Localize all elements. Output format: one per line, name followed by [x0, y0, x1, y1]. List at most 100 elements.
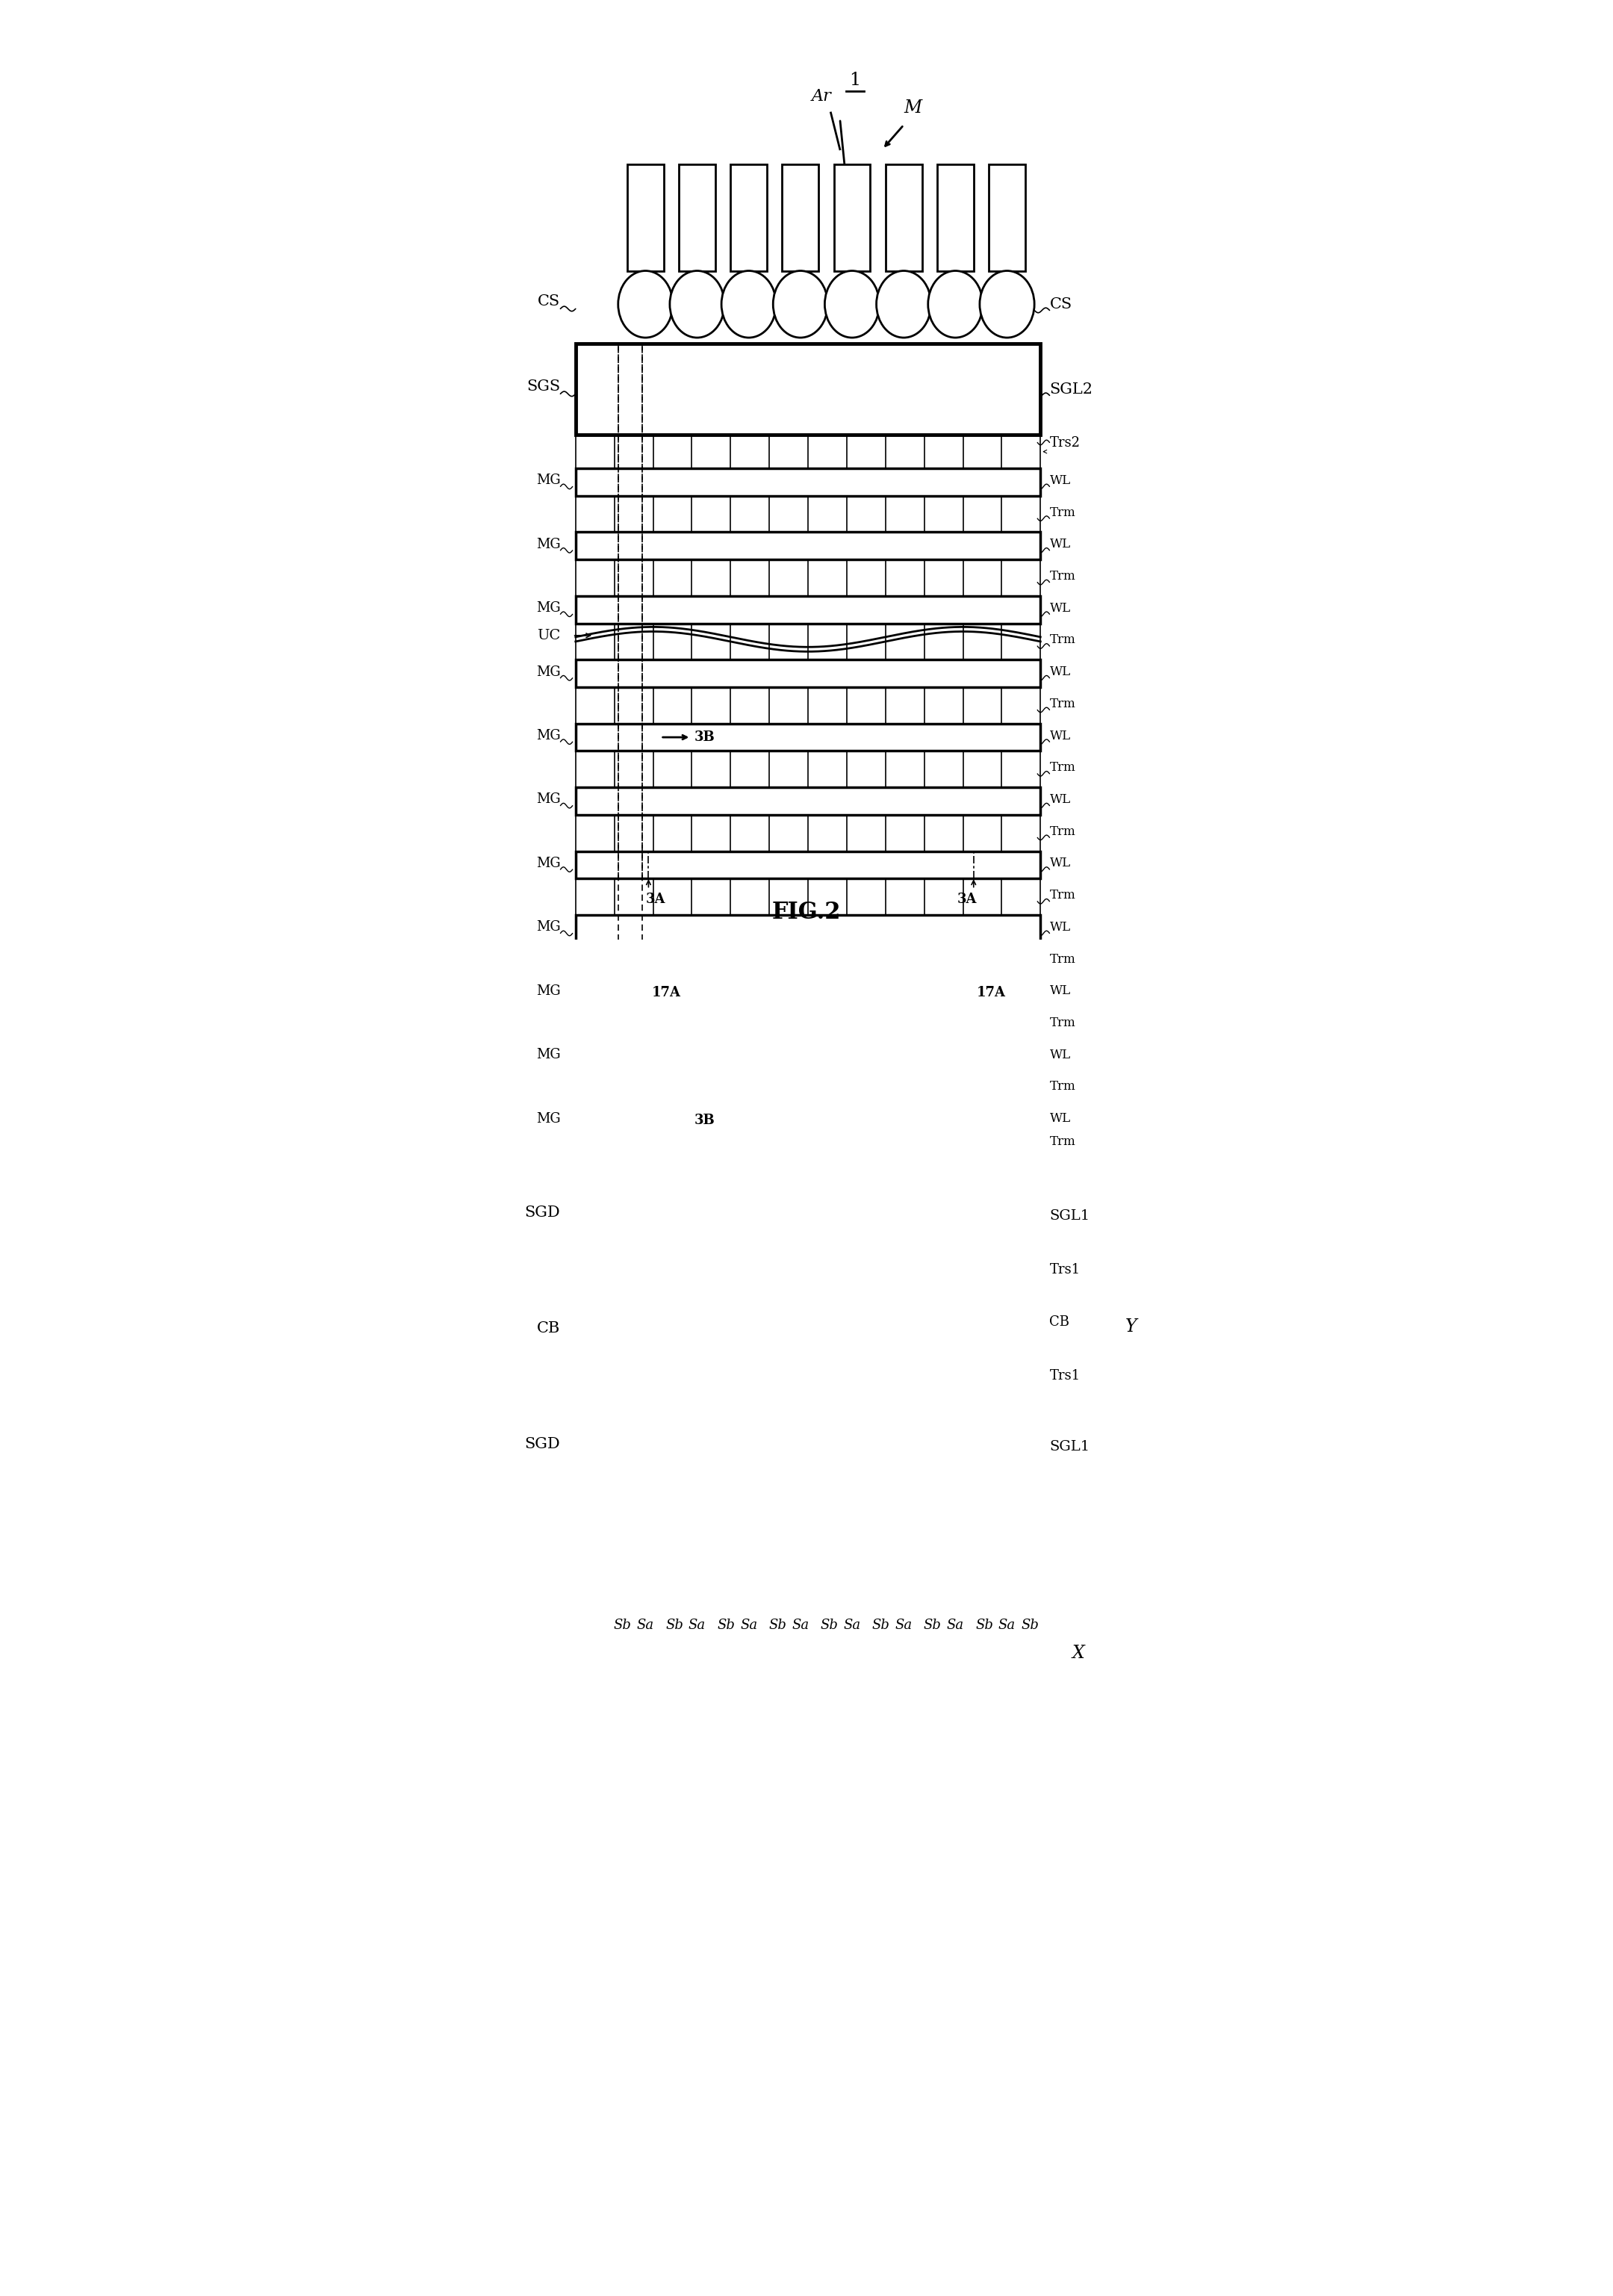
- Text: Sb: Sb: [924, 1619, 942, 1632]
- Text: Sa: Sa: [947, 1619, 965, 1632]
- Text: Trm: Trm: [1050, 698, 1076, 709]
- Text: MG: MG: [536, 730, 560, 742]
- Text: SGL1: SGL1: [1050, 1440, 1090, 1453]
- Text: 1: 1: [850, 71, 861, 90]
- Text: 17A: 17A: [976, 985, 1007, 999]
- Text: Sb: Sb: [769, 1619, 787, 1632]
- Ellipse shape: [773, 1297, 827, 1364]
- Text: CS: CS: [537, 294, 560, 308]
- Text: WL: WL: [1050, 921, 1071, 934]
- Bar: [886, 165, 923, 271]
- Bar: [576, 788, 1040, 815]
- Text: Sa: Sa: [637, 1619, 655, 1632]
- Text: MG: MG: [536, 537, 560, 551]
- Text: FIG.2: FIG.2: [773, 900, 840, 925]
- Bar: [576, 978, 1040, 1006]
- Bar: [834, 165, 871, 271]
- Bar: [937, 1492, 974, 1568]
- Bar: [782, 1492, 819, 1568]
- Text: Sb: Sb: [873, 1619, 890, 1632]
- Bar: [576, 659, 1040, 687]
- Bar: [886, 1492, 923, 1568]
- Ellipse shape: [618, 271, 673, 338]
- Bar: [576, 852, 1040, 879]
- Text: MG: MG: [536, 666, 560, 680]
- Text: Trm: Trm: [1050, 889, 1076, 902]
- Text: CS: CS: [1050, 296, 1073, 312]
- Text: Sa: Sa: [895, 1619, 913, 1632]
- Bar: [989, 165, 1026, 271]
- Bar: [627, 165, 663, 271]
- Bar: [576, 1042, 1040, 1070]
- Text: SGD: SGD: [524, 1437, 560, 1451]
- Bar: [576, 533, 1040, 560]
- Bar: [576, 1107, 1040, 1134]
- Text: MG: MG: [536, 602, 560, 615]
- Text: WL: WL: [1050, 1111, 1071, 1125]
- Text: CB: CB: [1050, 1316, 1069, 1329]
- Ellipse shape: [876, 271, 931, 338]
- Text: Y: Y: [1126, 1318, 1137, 1336]
- Text: 3A: 3A: [645, 893, 665, 905]
- Text: Trm: Trm: [1050, 1017, 1076, 1029]
- Text: WL: WL: [1050, 985, 1071, 996]
- Bar: [782, 165, 819, 271]
- Text: SGL2: SGL2: [1050, 381, 1094, 397]
- Ellipse shape: [927, 271, 982, 338]
- Text: MG: MG: [536, 792, 560, 806]
- Text: Trm: Trm: [1050, 634, 1076, 647]
- Text: Sa: Sa: [998, 1619, 1016, 1632]
- Ellipse shape: [669, 271, 724, 338]
- Ellipse shape: [618, 1297, 673, 1364]
- Ellipse shape: [669, 1297, 724, 1364]
- Text: WL: WL: [1050, 537, 1071, 551]
- Ellipse shape: [824, 1297, 879, 1364]
- Text: Sb: Sb: [1021, 1619, 1039, 1632]
- Bar: [576, 916, 1040, 941]
- Text: Trs1: Trs1: [1050, 1263, 1081, 1277]
- Text: WL: WL: [1050, 792, 1071, 806]
- Bar: [576, 468, 1040, 496]
- Text: X: X: [1073, 1644, 1084, 1662]
- Bar: [834, 1492, 871, 1568]
- Text: Sa: Sa: [740, 1619, 758, 1632]
- Text: Sb: Sb: [976, 1619, 994, 1632]
- Text: 3B: 3B: [694, 730, 715, 744]
- Text: Sb: Sb: [718, 1619, 736, 1632]
- Text: WL: WL: [1050, 666, 1071, 677]
- Text: Trm: Trm: [1050, 505, 1076, 519]
- Text: MG: MG: [536, 856, 560, 870]
- Ellipse shape: [979, 271, 1034, 338]
- Text: WL: WL: [1050, 602, 1071, 615]
- Text: SGD: SGD: [524, 1205, 560, 1219]
- Ellipse shape: [773, 271, 827, 338]
- Text: M: M: [903, 99, 923, 117]
- Text: MG: MG: [536, 1111, 560, 1125]
- Text: Trm: Trm: [1050, 1081, 1076, 1093]
- Text: UC: UC: [537, 629, 560, 643]
- Ellipse shape: [927, 1297, 982, 1364]
- Text: 3A: 3A: [957, 893, 976, 905]
- Text: Sa: Sa: [844, 1619, 861, 1632]
- Bar: [679, 165, 715, 271]
- Text: Trm: Trm: [1050, 953, 1076, 964]
- Text: Sa: Sa: [689, 1619, 706, 1632]
- Text: CB: CB: [537, 1320, 560, 1336]
- Bar: [937, 165, 974, 271]
- Bar: [576, 1401, 1040, 1492]
- Bar: [731, 1492, 768, 1568]
- Text: SGL1: SGL1: [1050, 1210, 1090, 1224]
- Text: Trm: Trm: [1050, 824, 1076, 838]
- Text: WL: WL: [1050, 475, 1071, 487]
- Text: Trm: Trm: [1050, 762, 1076, 774]
- Bar: [576, 1171, 1040, 1261]
- Text: WL: WL: [1050, 730, 1071, 742]
- Text: MG: MG: [536, 473, 560, 487]
- Ellipse shape: [824, 271, 879, 338]
- Text: Sb: Sb: [615, 1619, 632, 1632]
- Text: Trs1: Trs1: [1050, 1368, 1081, 1382]
- Text: MG: MG: [536, 985, 560, 999]
- Ellipse shape: [721, 271, 776, 338]
- Bar: [679, 1492, 715, 1568]
- Text: SGS: SGS: [527, 379, 560, 393]
